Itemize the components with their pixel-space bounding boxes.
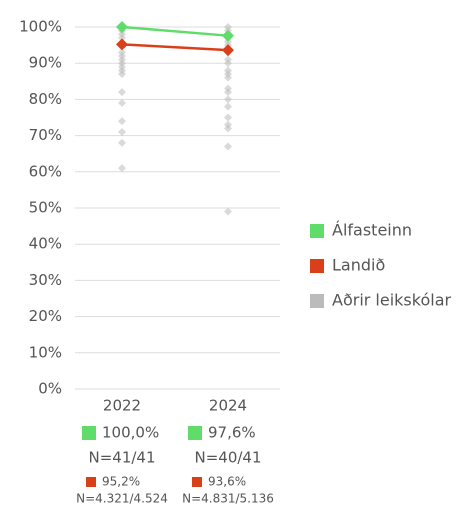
- point: [222, 29, 234, 42]
- legend-swatch: [310, 259, 324, 273]
- y-tick-label: 60%: [29, 162, 62, 180]
- scatter-point: [224, 124, 232, 133]
- table-n: N=40/41: [194, 449, 261, 467]
- point: [116, 21, 128, 33]
- y-tick-label: 20%: [29, 307, 62, 325]
- table-swatch: [188, 426, 202, 440]
- scatter-point: [224, 59, 232, 68]
- scatter-point: [224, 102, 232, 111]
- y-tick-label: 30%: [29, 271, 62, 289]
- table-swatch: [86, 477, 96, 487]
- scatter-point: [224, 95, 232, 104]
- table-value: 93,6%: [208, 475, 246, 489]
- point: [222, 44, 234, 57]
- scatter-point: [224, 73, 232, 82]
- legend-label: Landið: [332, 256, 385, 275]
- table-value: 97,6%: [208, 424, 256, 442]
- point: [116, 38, 128, 51]
- scatter-point: [118, 88, 126, 97]
- legend-swatch: [310, 224, 324, 238]
- y-tick-label: 90%: [29, 54, 62, 72]
- scatter-point: [224, 88, 232, 97]
- y-tick-label: 70%: [29, 126, 62, 144]
- table-value: 95,2%: [102, 475, 140, 489]
- table-n: N=4.831/5.136: [182, 492, 274, 506]
- y-tick-label: 40%: [29, 235, 62, 253]
- x-tick-label: 2024: [209, 397, 247, 415]
- scatter-point: [118, 127, 126, 136]
- scatter-point: [224, 142, 232, 151]
- legend-swatch: [310, 294, 324, 308]
- y-tick-label: 80%: [29, 90, 62, 108]
- scatter-point: [224, 207, 232, 216]
- table-value: 100,0%: [102, 424, 159, 442]
- table-swatch: [192, 477, 202, 487]
- x-tick-label: 2022: [103, 397, 141, 415]
- scatter-point: [118, 117, 126, 126]
- series-line: [121, 25, 229, 37]
- scatter-point: [118, 138, 126, 147]
- table-n: N=4.321/4.524: [76, 492, 168, 506]
- y-tick-label: 10%: [29, 343, 62, 361]
- legend-label: Álfasteinn: [332, 221, 412, 240]
- scatter-point: [118, 33, 126, 42]
- series-line: [121, 43, 229, 52]
- y-tick-label: 0%: [38, 380, 62, 398]
- y-tick-label: 100%: [19, 18, 62, 36]
- table-n: N=41/41: [88, 449, 155, 467]
- scatter-point: [224, 113, 232, 122]
- scatter-point: [118, 70, 126, 79]
- table-swatch: [82, 426, 96, 440]
- legend-label: Aðrir leikskólar: [332, 291, 451, 310]
- y-tick-label: 50%: [29, 199, 62, 217]
- scatter-point: [118, 99, 126, 108]
- scatter-point: [118, 164, 126, 173]
